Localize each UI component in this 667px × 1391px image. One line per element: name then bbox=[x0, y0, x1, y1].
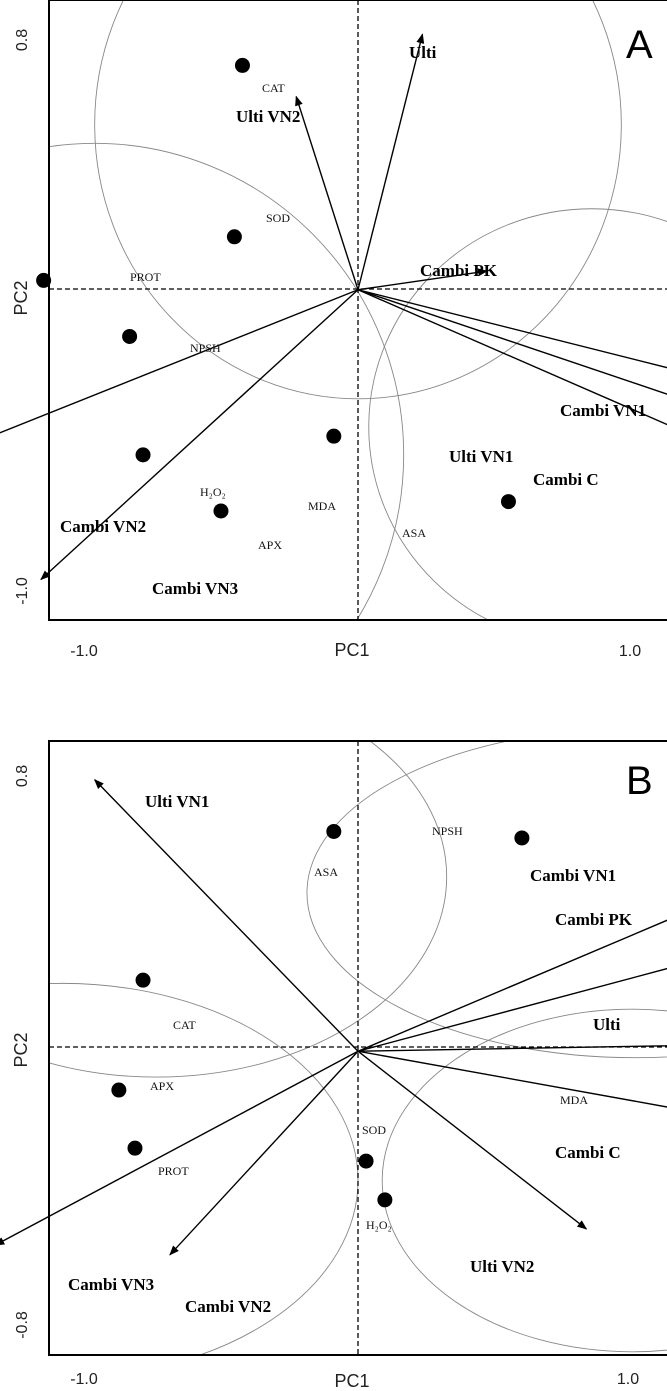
panel-a-clusters bbox=[49, 0, 667, 620]
panel-b-y-title: PC2 bbox=[11, 1032, 31, 1067]
point-sod bbox=[226, 229, 242, 245]
point-label-prot: PROT bbox=[130, 270, 161, 284]
point-npsh bbox=[514, 830, 530, 846]
panel-b-arrows bbox=[0, 779, 667, 1256]
cluster-ellipse-1 bbox=[49, 741, 448, 1078]
panel-a-x-tick-neg: -1.0 bbox=[70, 643, 98, 660]
point-label-cat: CAT bbox=[262, 81, 285, 95]
panel-a-arrows bbox=[0, 33, 667, 581]
panel-b-y-tick-neg: -0.8 bbox=[14, 1311, 31, 1339]
panel-b-clusters bbox=[49, 741, 667, 1355]
point-npsh bbox=[122, 328, 138, 344]
cluster-ellipse-3 bbox=[49, 982, 359, 1355]
panel-b-y-tick-pos: 0.8 bbox=[14, 765, 31, 787]
point-label-sod: SOD bbox=[362, 1123, 386, 1137]
loading-arrow-cambi-vn2 bbox=[169, 1050, 359, 1256]
var-label-cambi-vn3: Cambi VN3 bbox=[68, 1275, 154, 1294]
point-label-cat: CAT bbox=[173, 1018, 196, 1032]
point-label-h2o2: H₂O₂ bbox=[200, 485, 226, 499]
var-label-ulti-vn2: Ulti VN2 bbox=[470, 1257, 534, 1276]
loading-arrow-cambi-c bbox=[357, 1050, 667, 1108]
panel-b-x-tick-neg: -1.0 bbox=[70, 1371, 98, 1388]
panel-b-letter: B bbox=[626, 759, 653, 803]
panel-a-y-title: PC2 bbox=[11, 280, 31, 315]
loading-arrow-ulti bbox=[357, 33, 425, 290]
loading-arrow-ulti-vn2 bbox=[357, 1050, 588, 1230]
point-prot bbox=[127, 1140, 143, 1156]
point-h-o bbox=[377, 1192, 393, 1208]
panel-b-points bbox=[111, 823, 530, 1208]
loading-arrow-cambi-vn3 bbox=[0, 1050, 359, 1246]
panel-a-points bbox=[36, 57, 516, 519]
point-label-asa: ASA bbox=[314, 865, 338, 879]
point-label-sod: SOD bbox=[266, 211, 290, 225]
var-label-cambi-vn2: Cambi VN2 bbox=[185, 1297, 271, 1316]
var-label-cambi-pk: Cambi PK bbox=[555, 910, 633, 929]
cluster-ellipse-3 bbox=[368, 208, 667, 620]
point-cat bbox=[234, 57, 250, 73]
point-label-mda: MDA bbox=[308, 499, 336, 513]
loading-arrow-cambi-vn1 bbox=[357, 289, 667, 369]
var-label-ulti: Ulti bbox=[593, 1015, 621, 1034]
var-label-cambi-c: Cambi C bbox=[533, 470, 599, 489]
point-mda bbox=[326, 428, 342, 444]
loading-arrow-cambi-vn1 bbox=[357, 919, 667, 1052]
point-label-mda: MDA bbox=[560, 1093, 588, 1107]
point-label-npsh: NPSH bbox=[190, 341, 221, 355]
panel-b-point-labels: NPSH ASA CAT APX MDA SOD PROT H₂O₂ bbox=[150, 824, 588, 1232]
var-label-cambi-pk: Cambi PK bbox=[420, 261, 498, 280]
var-label-ulti-vn1: Ulti VN1 bbox=[145, 792, 209, 811]
var-label-ulti-vn1: Ulti VN1 bbox=[449, 447, 513, 466]
point-asa bbox=[500, 494, 516, 510]
panel-b-x-tick-pos: 1.0 bbox=[617, 1371, 639, 1388]
var-label-ulti: Ulti bbox=[409, 43, 437, 62]
panel-a-frame bbox=[48, 0, 667, 621]
point-cat bbox=[135, 972, 151, 988]
panel-a-arrow-labels: Ulti Ulti VN2 Cambi PK Cambi VN1 Ulti VN… bbox=[60, 43, 646, 598]
loading-arrow-cambi-vn2 bbox=[0, 289, 359, 434]
loading-arrow-cambi-pk bbox=[357, 268, 488, 291]
point-label-h2o2: H₂O₂ bbox=[366, 1218, 392, 1232]
loading-arrow-cambi-vn3 bbox=[40, 289, 359, 581]
point-h-o bbox=[135, 447, 151, 463]
point-label-asa: ASA bbox=[402, 526, 426, 540]
var-label-cambi-vn1: Cambi VN1 bbox=[530, 866, 616, 885]
point-label-npsh: NPSH bbox=[432, 824, 463, 838]
var-label-cambi-c: Cambi C bbox=[555, 1143, 621, 1162]
panel-b-x-title: PC1 bbox=[334, 1371, 369, 1391]
cluster-ellipse-1 bbox=[94, 0, 622, 400]
point-label-apx: APX bbox=[258, 538, 282, 552]
panel-b: Ulti VN1 Cambi VN1 Cambi PK Ulti Cambi C… bbox=[0, 740, 667, 1391]
panel-b-frame bbox=[48, 740, 667, 1356]
point-apx bbox=[213, 503, 229, 519]
loading-arrow-ulti-vn1 bbox=[357, 289, 667, 426]
panel-a-y-tick-neg: -1.0 bbox=[14, 577, 31, 605]
panel-b-arrow-labels: Ulti VN1 Cambi VN1 Cambi PK Ulti Cambi C… bbox=[68, 792, 633, 1316]
point-apx bbox=[111, 1082, 127, 1098]
var-label-ulti-vn2: Ulti VN2 bbox=[236, 107, 300, 126]
cluster-ellipse-2 bbox=[49, 142, 405, 620]
loading-arrow-ulti-vn2 bbox=[295, 95, 359, 290]
loading-arrow-cambi-c bbox=[357, 289, 667, 395]
loading-arrow-ulti bbox=[357, 1045, 667, 1052]
var-label-cambi-vn2: Cambi VN2 bbox=[60, 517, 146, 536]
loading-arrow-ulti-vn1 bbox=[93, 779, 359, 1052]
point-prot bbox=[36, 272, 52, 288]
panel-a-y-tick-pos: 0.8 bbox=[14, 29, 31, 51]
point-label-prot: PROT bbox=[158, 1164, 189, 1178]
var-label-cambi-vn1: Cambi VN1 bbox=[560, 401, 646, 420]
point-asa bbox=[326, 823, 342, 839]
loading-arrow-cambi-pk bbox=[357, 967, 667, 1052]
cluster-ellipse-2 bbox=[306, 741, 667, 1059]
var-label-cambi-vn3: Cambi VN3 bbox=[152, 579, 238, 598]
panel-a-letter: A bbox=[626, 23, 653, 67]
panel-a-point-labels: CAT SOD PROT NPSH H₂O₂ MDA APX ASA bbox=[130, 81, 426, 552]
panel-a-x-title: PC1 bbox=[334, 640, 369, 660]
point-sod bbox=[358, 1153, 374, 1169]
point-label-apx: APX bbox=[150, 1079, 174, 1093]
panel-a-x-tick-pos: 1.0 bbox=[619, 643, 641, 660]
panel-a: Ulti Ulti VN2 Cambi PK Cambi VN1 Ulti VN… bbox=[0, 0, 667, 660]
cluster-ellipse-4 bbox=[381, 1008, 667, 1353]
